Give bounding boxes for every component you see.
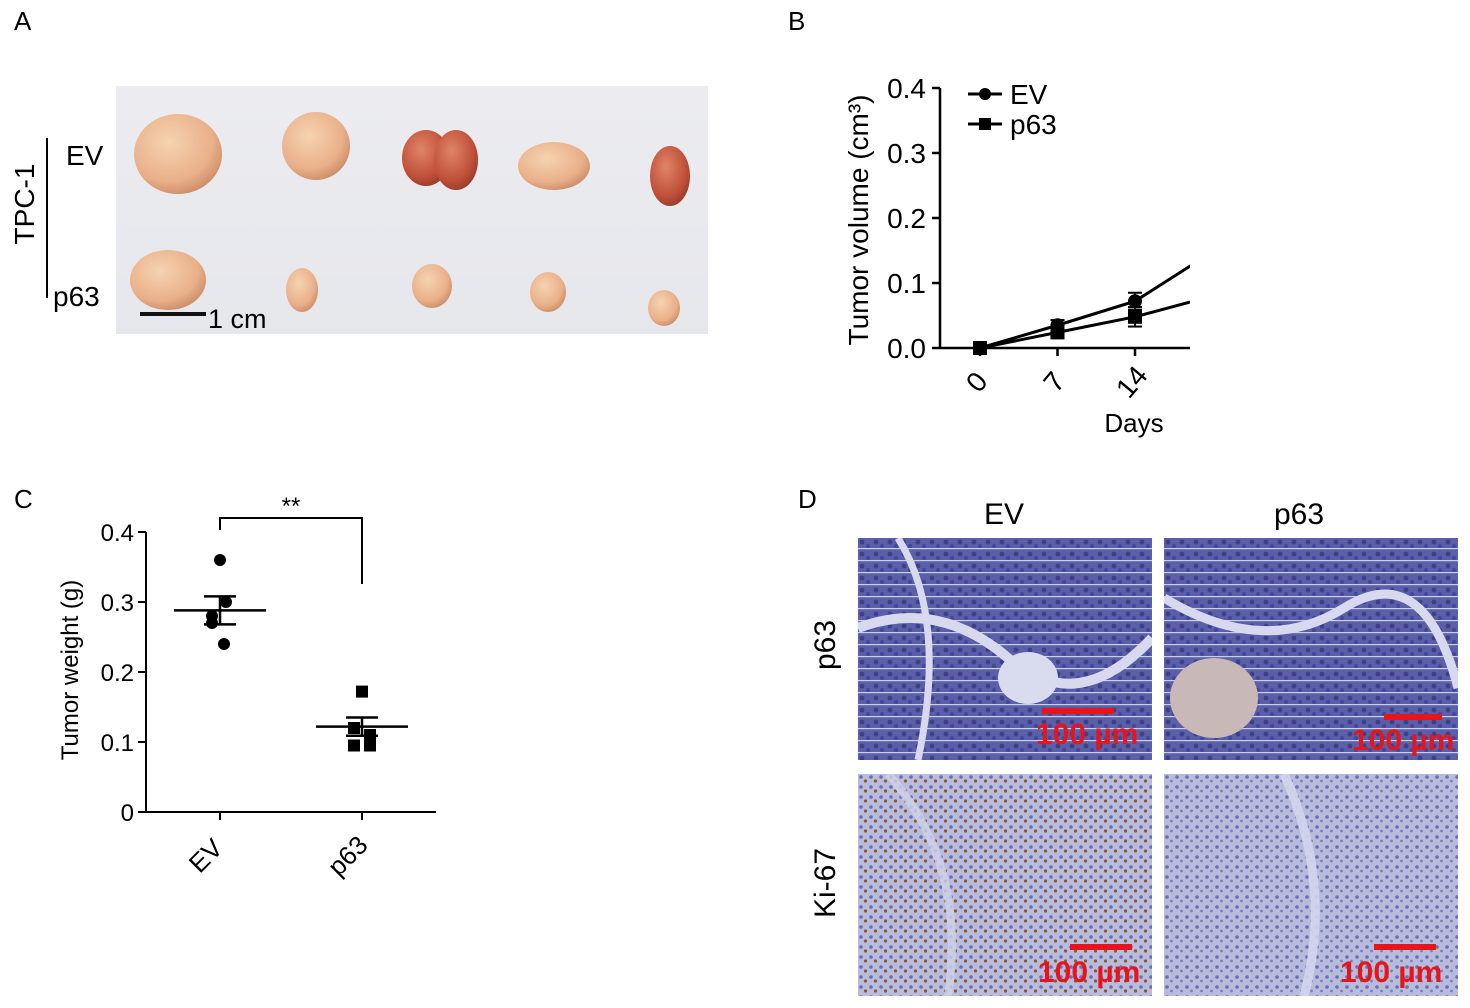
chart-b-xtick-label: 21 (1187, 360, 1190, 404)
chart-b-series-line-p63 (979, 300, 1190, 350)
chart-b-ytick-label: 0.0 (887, 333, 926, 364)
chart-c-ytick-label: 0.1 (101, 730, 134, 757)
chart-c-ytick-label: 0.3 (101, 590, 134, 617)
panel-d-letter: D (798, 484, 817, 514)
tumor-ev-1 (134, 114, 222, 194)
panel-a-row-label-ev: EV (66, 140, 104, 171)
micrograph-ki67-p63-texture (1164, 774, 1458, 996)
chart-c: 0 0.1 0.2 0.3 0.4 EV p63 ** Tumor weight (g) (57, 493, 436, 882)
micrograph-ki67-p63: 100 µm (1164, 774, 1458, 996)
chart-c-point-p63 (356, 685, 368, 698)
micrograph-ki67-p63-scale-bar (1374, 944, 1436, 950)
legend-p63-marker (979, 118, 991, 130)
chart-b-ytick-label: 0.2 (887, 203, 926, 234)
chart-b-ytick-label: 0.3 (887, 138, 926, 169)
tumor-p63-3 (412, 264, 452, 308)
chart-b-ylabel: Tumor volume (cm³) (843, 95, 874, 346)
micrograph-p63-p63-scale-bar (1384, 714, 1442, 720)
micrograph-p63-p63: 100 µm (1164, 538, 1458, 760)
chart-b-point-p63 (1128, 309, 1142, 324)
chart-c-ytick-label: 0.4 (101, 520, 134, 547)
chart-c-ytick-label: 0.2 (101, 660, 134, 687)
chart-c-ylabel: Tumor weight (g) (57, 580, 84, 761)
panel-d-col-label-p63: p63 (1274, 498, 1325, 531)
tumor-ev-2 (282, 112, 350, 180)
chart-c-point-ev (206, 617, 218, 629)
panel-c-letter: C (14, 484, 33, 514)
chart-c-point-ev (218, 638, 230, 650)
micrograph-ki67-ev-scale-label: 100 µm (1038, 956, 1141, 989)
legend-ev-marker (979, 88, 991, 100)
tumor-p63-1 (130, 250, 206, 310)
tumor-ev-3b (434, 130, 478, 190)
photo-scale-bar (140, 312, 206, 316)
micrograph-p63-p63-texture (1164, 538, 1458, 760)
chart-c-point-ev (220, 596, 232, 608)
chart-c-ytick-label: 0 (121, 800, 134, 827)
panel-a-row-label-p63: p63 (53, 281, 100, 312)
micrograph-ki67-ev-texture (858, 774, 1152, 996)
photo-scale-label: 1 cm (208, 304, 267, 334)
micrograph-p63-p63-scale-label: 100 µm (1352, 724, 1455, 757)
tumor-ev-4 (518, 142, 590, 190)
chart-c-point-p63 (348, 722, 360, 734)
micrograph-p63-ev-scale-label: 100 µm (1036, 718, 1139, 751)
panel-d-col-label-ev: EV (984, 498, 1025, 531)
panel-a-group-label: TPC-1 (9, 163, 40, 245)
tumor-p63-2 (286, 268, 318, 312)
chart-c-point-p63 (364, 739, 376, 752)
panel-a-letter: A (14, 6, 32, 36)
micrograph-p63-ev: 100 µm (858, 538, 1152, 760)
tumor-p63-5 (648, 290, 680, 326)
tumor-ev-5 (650, 146, 690, 206)
chart-b-xtick-label: 7 (1037, 366, 1071, 398)
chart-c-xtick-label: p63 (322, 830, 374, 882)
chart-b-point-p63 (1050, 325, 1065, 340)
chart-c-point-ev (214, 554, 226, 566)
panel-d-row-label-p63: p63 (809, 619, 842, 671)
chart-b-xlabel: Days (1104, 408, 1163, 438)
chart-b: 0.00.10.20.30.4 07142128 *** Tumor volum… (843, 73, 1190, 438)
tumor-p63-4 (530, 272, 566, 312)
micrograph-ki67-ev-scale-bar (1070, 944, 1132, 950)
micrograph-ki67-ev: 100 µm (858, 774, 1152, 996)
chart-c-significance-bracket (219, 517, 363, 584)
chart-b-point-ev (1128, 294, 1142, 309)
chart-c-point-p63 (348, 739, 360, 752)
chart-c-significance: ** (282, 493, 301, 520)
micrograph-ki67-p63-scale-label: 100 µm (1340, 956, 1443, 989)
chart-b-xtick-label: 0 (960, 366, 994, 398)
panel-d-row-label-ki67: Ki-67 (809, 847, 842, 919)
chart-b-point-p63 (973, 341, 987, 355)
micrograph-p63-ev-texture (858, 538, 1152, 760)
chart-b-xtick-label: 14 (1110, 360, 1154, 404)
legend-ev-label: EV (1010, 79, 1048, 110)
chart-b-legend: EV p63 (968, 79, 1057, 140)
panel-b-letter: B (788, 6, 806, 36)
micrograph-p63-ev-scale-bar (1042, 708, 1114, 714)
tumor-photo (116, 86, 708, 334)
chart-c-xtick-label: EV (183, 832, 229, 878)
chart-b-ytick-label: 0.1 (887, 268, 926, 299)
chart-b-series-line-ev (979, 264, 1190, 350)
legend-p63-label: p63 (1010, 109, 1057, 140)
chart-b-ytick-label: 0.4 (887, 73, 926, 104)
tumor-photo-drawing (130, 112, 690, 326)
panel-a-group-bracket (46, 138, 48, 298)
